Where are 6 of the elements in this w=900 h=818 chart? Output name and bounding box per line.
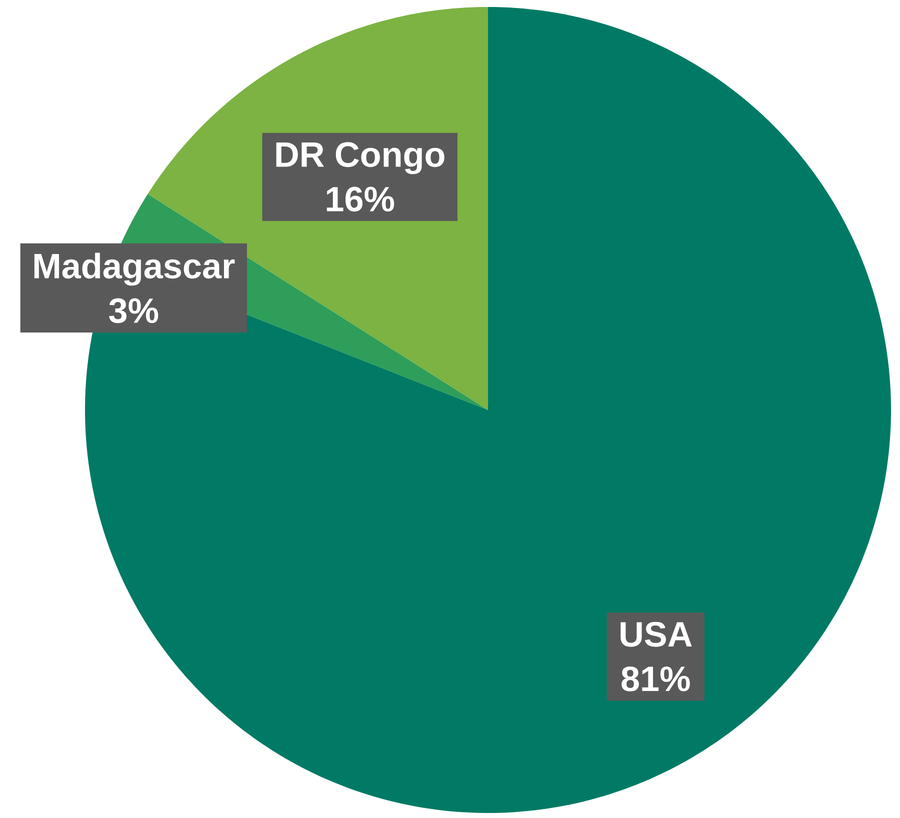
slice-label: Madagascar bbox=[34, 252, 235, 286]
data-label: 81% bbox=[622, 666, 690, 692]
slice-label: DR Congo bbox=[276, 142, 444, 174]
data-label: 16% bbox=[326, 186, 394, 212]
data-label: 3% bbox=[109, 298, 158, 324]
slice-label: USA bbox=[620, 622, 692, 647]
